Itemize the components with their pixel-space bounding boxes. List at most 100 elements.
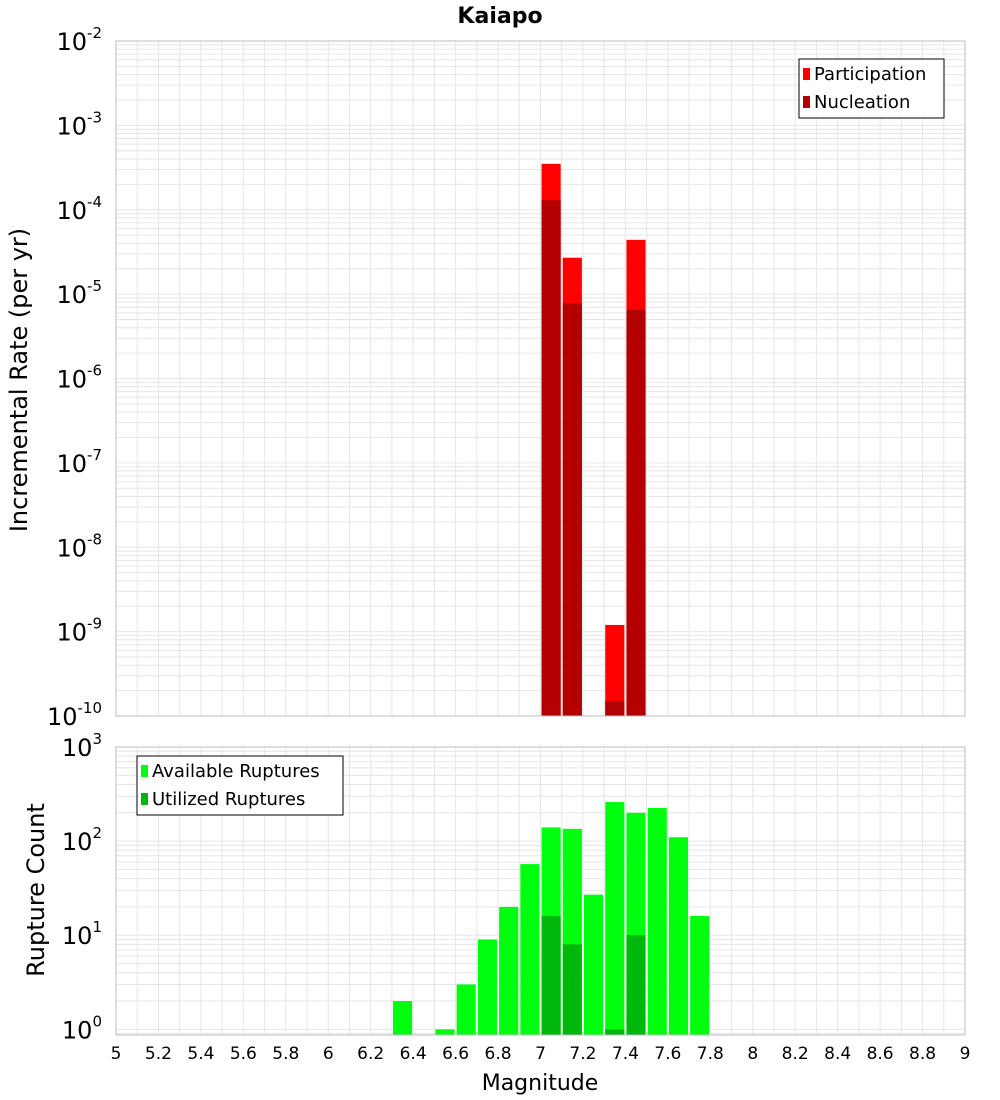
x-tick-label: 7.6 (654, 1044, 681, 1064)
rate-bar-series2 (605, 701, 625, 716)
y-tick-exponent: -4 (87, 193, 102, 211)
x-tick-label: 7.8 (697, 1044, 724, 1064)
legend-label: Available Ruptures (152, 761, 320, 782)
x-tick-label: 8 (747, 1044, 758, 1064)
top-y-axis-label: Incremental Rate (per yr) (5, 228, 33, 532)
y-tick-base: 10 (62, 1016, 93, 1044)
count-bar-series1 (690, 916, 710, 1035)
count-bar-series1 (647, 807, 667, 1035)
y-tick-label: 10-7 (56, 446, 102, 478)
y-tick-exponent: 2 (92, 824, 102, 842)
count-bar-series2 (562, 944, 582, 1035)
count-bar-series1 (668, 837, 689, 1035)
x-tick-label: 6 (323, 1044, 334, 1064)
y-tick-exponent: 1 (92, 918, 102, 936)
rate-bar-series1 (605, 624, 625, 716)
legend-box (136, 755, 344, 816)
y-tick-exponent: -5 (87, 277, 102, 295)
count-bar-series1 (392, 1001, 413, 1035)
y-tick-label: 10-4 (56, 193, 102, 225)
y-tick-base: 10 (56, 366, 87, 394)
y-tick-label: 100 (62, 1012, 102, 1044)
count-bar-series1 (605, 802, 625, 1035)
y-tick-exponent: -10 (78, 699, 103, 717)
count-bar-series1 (435, 1029, 455, 1035)
x-tick-label: 6.4 (400, 1044, 427, 1064)
plot-frame (115, 746, 966, 1036)
rate-bar-series2 (562, 303, 582, 716)
x-axis-label: Magnitude (482, 1071, 599, 1096)
rate-bar-series2 (626, 309, 646, 716)
legend-swatch (141, 765, 148, 777)
x-tick-label: 8.6 (867, 1044, 894, 1064)
y-tick-label: 10-5 (56, 277, 102, 309)
y-tick-exponent: 0 (92, 1012, 102, 1030)
chart-title: Kaiapo (457, 4, 542, 29)
y-tick-label: 10-8 (56, 530, 102, 562)
legend: Participation Nucleation (798, 58, 945, 119)
y-tick-exponent: -8 (87, 530, 102, 548)
x-tick-label: 6.8 (485, 1044, 512, 1064)
y-tick-base: 10 (47, 703, 78, 731)
legend-label: Utilized Ruptures (152, 789, 305, 810)
count-bar-series1 (584, 894, 604, 1035)
count-bar-series2 (605, 1029, 625, 1035)
x-axis-ticks: 5 5.2 5.4 5.6 5.8 6 6.2 6.4 6.6 6.8 7 7.2 7.4 7.6 7.8 8… (111, 1044, 971, 1064)
y-tick-base: 10 (56, 450, 87, 478)
x-tick-label: 5 (111, 1044, 122, 1064)
count-bar-series2 (541, 916, 561, 1035)
legend-swatch (803, 68, 810, 80)
bottom-y-axis-label: Rupture Count (22, 803, 50, 977)
y-tick-exponent: -7 (87, 446, 102, 464)
legend-label: Participation (814, 64, 926, 85)
y-tick-exponent: -2 (87, 24, 102, 42)
y-tick-base: 10 (62, 828, 93, 856)
y-tick-label: 10-9 (56, 615, 102, 647)
y-tick-base: 10 (62, 734, 93, 762)
x-tick-label: 6.2 (357, 1044, 384, 1064)
x-tick-label: 8.2 (782, 1044, 809, 1064)
x-tick-label: 7.4 (612, 1044, 639, 1064)
x-tick-label: 7 (535, 1044, 546, 1064)
legend-label: Nucleation (814, 92, 910, 113)
x-tick-label: 7.2 (569, 1044, 596, 1064)
y-tick-label: 10-6 (56, 362, 102, 394)
legend-swatch (141, 793, 148, 805)
y-tick-base: 10 (56, 619, 87, 647)
y-tick-base: 10 (56, 112, 87, 140)
top-panel-rate: 10-1010-910-810-710-610-510-410-310-2Par… (47, 24, 966, 731)
rate-bar-series2 (541, 200, 561, 716)
x-tick-label: 9 (960, 1044, 971, 1064)
y-tick-label: 103 (62, 730, 102, 762)
y-tick-base: 10 (56, 197, 87, 225)
x-tick-label: 8.4 (824, 1044, 851, 1064)
y-tick-base: 10 (62, 922, 93, 950)
y-tick-label: 101 (62, 918, 102, 950)
y-tick-label: 102 (62, 824, 102, 856)
count-bar-series1 (456, 984, 476, 1035)
x-tick-label: 8.8 (909, 1044, 936, 1064)
legend-box (798, 58, 945, 119)
count-bar-series1 (499, 906, 519, 1035)
y-tick-base: 10 (56, 28, 87, 56)
x-tick-label: 6.6 (442, 1044, 469, 1064)
plot-frame (115, 40, 966, 717)
legend-swatch (803, 96, 810, 108)
legend: Available Ruptures Utilized Ruptures (136, 755, 344, 816)
y-tick-exponent: -9 (87, 615, 102, 633)
y-tick-base: 10 (56, 281, 87, 309)
x-tick-label: 5.2 (145, 1044, 172, 1064)
y-tick-label: 10-2 (56, 24, 102, 56)
y-tick-exponent: 3 (92, 730, 102, 748)
y-tick-label: 10-10 (47, 699, 102, 731)
y-tick-base: 10 (56, 534, 87, 562)
x-tick-label: 5.8 (272, 1044, 299, 1064)
count-bar-series1 (520, 864, 540, 1035)
count-bar-series1 (477, 939, 497, 1035)
y-tick-exponent: -3 (87, 108, 102, 126)
x-tick-label: 5.4 (187, 1044, 214, 1064)
y-tick-label: 10-3 (56, 108, 102, 140)
x-tick-label: 5.6 (230, 1044, 257, 1064)
